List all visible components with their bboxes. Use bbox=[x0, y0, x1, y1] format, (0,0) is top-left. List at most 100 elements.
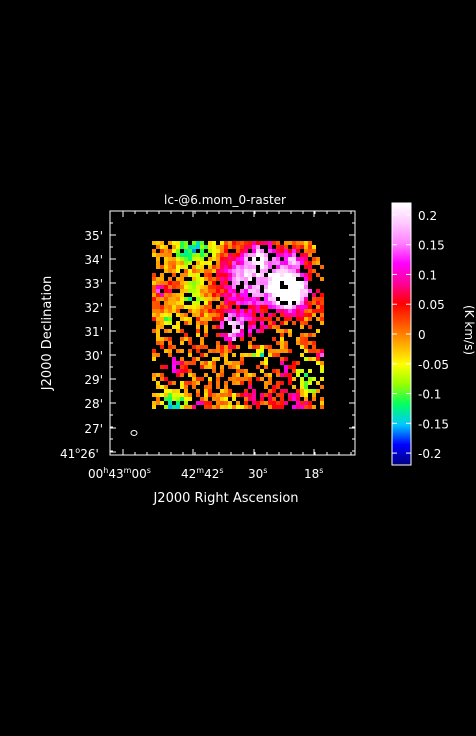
raster-pixel bbox=[240, 241, 244, 245]
raster-pixel bbox=[304, 389, 308, 393]
raster-pixel bbox=[224, 265, 228, 269]
x-tick-label-2: 30s bbox=[248, 466, 267, 481]
raster-pixel bbox=[292, 405, 296, 409]
raster-pixel bbox=[312, 393, 316, 397]
raster-pixel bbox=[224, 289, 228, 293]
raster-pixel bbox=[184, 361, 188, 365]
raster-pixel bbox=[272, 249, 276, 253]
raster-pixel bbox=[264, 281, 268, 285]
raster-pixel bbox=[296, 265, 300, 269]
raster-pixel bbox=[228, 269, 232, 273]
raster-pixel bbox=[204, 365, 208, 369]
raster-pixel bbox=[260, 305, 264, 309]
raster-pixel bbox=[296, 389, 300, 393]
raster-pixel bbox=[236, 401, 240, 405]
raster-pixel bbox=[180, 329, 184, 333]
raster-pixel bbox=[300, 281, 304, 285]
raster-pixel bbox=[160, 245, 164, 249]
raster-pixel bbox=[228, 241, 232, 245]
raster-pixel bbox=[280, 289, 284, 293]
raster-pixel bbox=[240, 361, 244, 365]
raster-pixel bbox=[172, 297, 176, 301]
raster-pixel bbox=[292, 273, 296, 277]
raster-pixel bbox=[156, 289, 160, 293]
raster-pixel bbox=[272, 277, 276, 281]
raster-pixel bbox=[280, 389, 284, 393]
raster-pixel bbox=[152, 393, 156, 397]
raster-pixel bbox=[276, 265, 280, 269]
raster-pixel bbox=[300, 353, 304, 357]
raster-pixel bbox=[208, 405, 212, 409]
raster-pixel bbox=[176, 293, 180, 297]
raster-pixel bbox=[264, 261, 268, 265]
raster-pixel bbox=[232, 337, 236, 341]
raster-pixel bbox=[244, 293, 248, 297]
colorbar-tick-label: 0.05 bbox=[418, 298, 445, 312]
raster-pixel bbox=[204, 325, 208, 329]
raster-pixel bbox=[216, 341, 220, 345]
raster-pixel bbox=[204, 405, 208, 409]
raster-pixel bbox=[244, 285, 248, 289]
raster-pixel bbox=[284, 317, 288, 321]
raster-pixel bbox=[164, 309, 168, 313]
raster-pixel bbox=[308, 245, 312, 249]
raster-pixel bbox=[284, 261, 288, 265]
raster-pixel bbox=[156, 317, 160, 321]
raster-pixel bbox=[232, 381, 236, 385]
raster-pixel bbox=[152, 305, 156, 309]
raster-pixel bbox=[320, 405, 324, 409]
raster-pixel bbox=[168, 389, 172, 393]
raster-pixel bbox=[260, 257, 264, 261]
raster-pixel bbox=[264, 345, 268, 349]
raster-pixel bbox=[220, 345, 224, 349]
raster-pixel bbox=[264, 269, 268, 273]
raster-pixel bbox=[232, 397, 236, 401]
raster-pixel bbox=[260, 277, 264, 281]
raster-pixel bbox=[240, 405, 244, 409]
raster-pixel bbox=[252, 313, 256, 317]
raster-pixel bbox=[180, 405, 184, 409]
raster-pixel bbox=[316, 349, 320, 353]
raster-pixel bbox=[320, 277, 324, 281]
raster-pixel bbox=[232, 333, 236, 337]
raster-pixel bbox=[288, 349, 292, 353]
raster-pixel bbox=[228, 345, 232, 349]
raster-pixel bbox=[180, 281, 184, 285]
raster-pixel bbox=[236, 277, 240, 281]
raster-pixel bbox=[276, 341, 280, 345]
raster-pixel bbox=[228, 277, 232, 281]
raster-pixel bbox=[244, 353, 248, 357]
raster-pixel bbox=[208, 245, 212, 249]
raster-pixel bbox=[200, 317, 204, 321]
raster-pixel bbox=[232, 321, 236, 325]
raster-pixel bbox=[240, 253, 244, 257]
raster-pixel bbox=[216, 349, 220, 353]
raster-pixel bbox=[208, 293, 212, 297]
x-axis-ticks bbox=[122, 211, 352, 455]
raster-pixel bbox=[156, 373, 160, 377]
raster-pixel bbox=[232, 241, 236, 245]
raster-pixel bbox=[268, 397, 272, 401]
raster-pixel bbox=[216, 377, 220, 381]
raster-pixel bbox=[256, 281, 260, 285]
raster-pixel bbox=[312, 301, 316, 305]
raster-pixel bbox=[256, 349, 260, 353]
colorbar-tick-label: 0 bbox=[418, 328, 426, 342]
raster-pixel bbox=[200, 269, 204, 273]
raster-pixel bbox=[308, 325, 312, 329]
raster-pixel bbox=[304, 397, 308, 401]
raster-pixel bbox=[152, 317, 156, 321]
raster-pixel bbox=[236, 333, 240, 337]
raster-pixel bbox=[236, 361, 240, 365]
raster-pixel bbox=[160, 401, 164, 405]
raster-pixel bbox=[232, 265, 236, 269]
raster-pixel bbox=[248, 317, 252, 321]
raster-pixel bbox=[312, 269, 316, 273]
raster-pixel bbox=[192, 381, 196, 385]
raster-pixel bbox=[212, 349, 216, 353]
raster-pixel bbox=[188, 289, 192, 293]
raster-pixel bbox=[204, 353, 208, 357]
raster-pixel bbox=[292, 313, 296, 317]
raster-pixel bbox=[284, 257, 288, 261]
raster-pixel bbox=[304, 285, 308, 289]
